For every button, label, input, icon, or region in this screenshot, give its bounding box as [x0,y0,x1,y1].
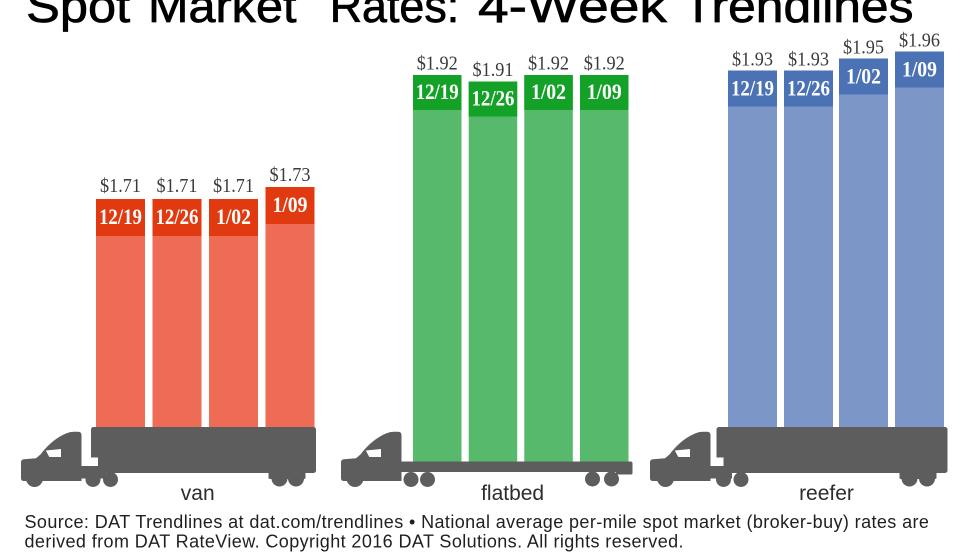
svg-text:12/26: 12/26 [787,76,830,101]
svg-text:Source: DAT Trendlines at dat.: Source: DAT Trendlines at dat.com/trendl… [25,512,930,532]
svg-text:12/26: 12/26 [472,86,515,111]
svg-text:$1.71: $1.71 [157,175,198,197]
svg-text:12/19: 12/19 [731,76,774,101]
svg-text:derived from DAT RateView. Cop: derived from DAT RateView. Copyright 201… [25,532,684,552]
svg-text:$1.71: $1.71 [100,175,141,197]
svg-text:$1.92: $1.92 [417,53,458,75]
svg-text:1/09: 1/09 [902,57,937,82]
svg-text:$1.73: $1.73 [270,164,311,186]
svg-text:1/09: 1/09 [273,192,308,217]
svg-text:1/02: 1/02 [216,204,251,229]
svg-text:1/02: 1/02 [531,79,566,104]
svg-text:$1.92: $1.92 [528,53,569,75]
svg-text:flatbed: flatbed [481,482,544,505]
svg-text:$1.93: $1.93 [788,49,829,71]
svg-text:12/19: 12/19 [416,79,459,104]
svg-text:$1.95: $1.95 [843,37,884,59]
svg-text:12/26: 12/26 [156,204,199,229]
svg-text:$1.91: $1.91 [473,59,514,81]
svg-text:12/19: 12/19 [99,204,142,229]
svg-text:$1.92: $1.92 [584,53,625,75]
svg-text:$1.96: $1.96 [899,30,940,52]
svg-text:Rates:: Rates: [330,0,460,32]
svg-text:Trendlines: Trendlines [683,0,914,32]
svg-text:reefer: reefer [799,482,854,505]
svg-text:4-Week: 4-Week [478,0,668,32]
svg-text:van: van [181,482,215,505]
svg-text:$1.93: $1.93 [732,49,773,71]
svg-text:$1.71: $1.71 [213,175,254,197]
svg-text:Market: Market [148,0,297,32]
svg-text:1/02: 1/02 [846,64,881,89]
svg-text:Spot: Spot [26,0,130,32]
svg-text:1/09: 1/09 [587,79,622,104]
